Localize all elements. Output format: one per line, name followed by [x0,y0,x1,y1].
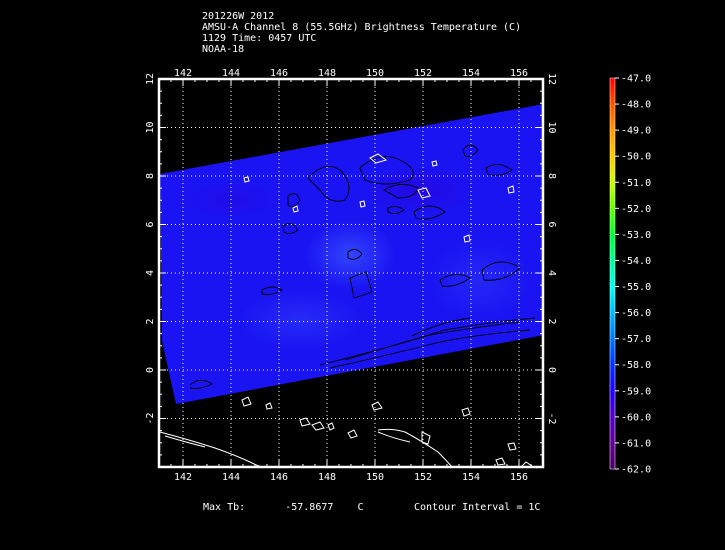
satellite-name: NOAA-18 [202,44,245,55]
lon-label-bottom: 146 [270,472,288,483]
colorbar-label: -55.0 [621,282,651,293]
colorbar-label: -58.0 [621,360,651,371]
lat-label-left: -2 [145,412,156,424]
colorbar-label: -47.0 [621,74,651,85]
lon-label-bottom: 148 [318,472,336,483]
colorbar-label: -57.0 [621,334,651,345]
colorbar-label: -54.0 [621,256,651,267]
lat-label-left: 2 [145,318,156,324]
lon-label-top: 150 [366,68,384,79]
color-scale: -47.0 -48.0 -49.0 -50.0 -51.0 -52.0 -53.0 -54.0… [609,74,651,476]
lat-label-left: 4 [145,270,156,276]
lat-label-left: 10 [145,121,156,133]
lat-label-right: 10 [546,121,557,133]
max-tb-readout: Max Tb: -57.8677 C [203,502,363,513]
lat-label-right: 12 [546,73,557,85]
plot-header: 201226W 2012 AMSU-A Channel 8 (55.5GHz) … [202,11,521,55]
max-tb-label: Max Tb: [203,502,246,513]
lon-label-bottom: 152 [414,472,432,483]
lat-label-left: 0 [145,367,156,373]
lon-label-bottom: 150 [366,472,384,483]
lon-label-bottom: 142 [174,472,192,483]
colorbar-label: -51.0 [621,178,651,189]
channel-description: AMSU-A Channel 8 (55.5GHz) Brightness Te… [202,22,522,33]
lat-label-left: 8 [145,173,156,179]
storm-id-year: 201226W 2012 [202,11,275,22]
colorbar-label: -62.0 [621,465,651,476]
lat-label-right: 6 [546,221,557,227]
colorbar-label: -49.0 [621,126,651,137]
lon-label-top: 144 [222,68,240,79]
max-tb-value: -57.8677 [285,502,334,513]
axis-ticks [158,78,544,468]
lon-label-top: 156 [510,68,528,79]
lon-label-top: 146 [270,68,288,79]
color-bar [609,77,616,470]
lat-label-right: 0 [546,367,557,373]
lon-label-bottom: 156 [510,472,528,483]
colorbar-label: -48.0 [621,100,651,111]
colorbar-label: -61.0 [621,438,651,449]
axis-labels: 142 142 144 144 146 146 148 148 150 150 152 152 154 1… [145,68,557,483]
colorbar-label: -50.0 [621,152,651,163]
lon-label-top: 152 [414,68,432,79]
max-tb-unit: C [357,502,364,513]
lat-label-right: 4 [546,270,557,276]
lon-label-top: 154 [462,68,480,79]
colorbar-label: -53.0 [621,230,651,241]
pass-time: 1129 Time: 0457 UTC [202,33,317,44]
colorbar-label: -59.0 [621,386,651,397]
lat-label-right: 8 [546,173,557,179]
lon-label-top: 148 [318,68,336,79]
lon-label-bottom: 154 [462,472,480,483]
temperature-contours [189,144,536,389]
colorbar-label: -52.0 [621,204,651,215]
lat-label-left: 12 [145,73,156,85]
lat-label-left: 6 [145,221,156,227]
colorbar-label: -60.0 [621,412,651,423]
contour-interval: Contour Interval = 1C [414,502,541,513]
lat-label-right: 2 [546,318,557,324]
lat-label-right: -2 [546,412,557,424]
lon-label-bottom: 144 [222,472,240,483]
swath-shading [180,165,530,350]
lon-label-top: 142 [174,68,192,79]
colorbar-label: -56.0 [621,308,651,319]
